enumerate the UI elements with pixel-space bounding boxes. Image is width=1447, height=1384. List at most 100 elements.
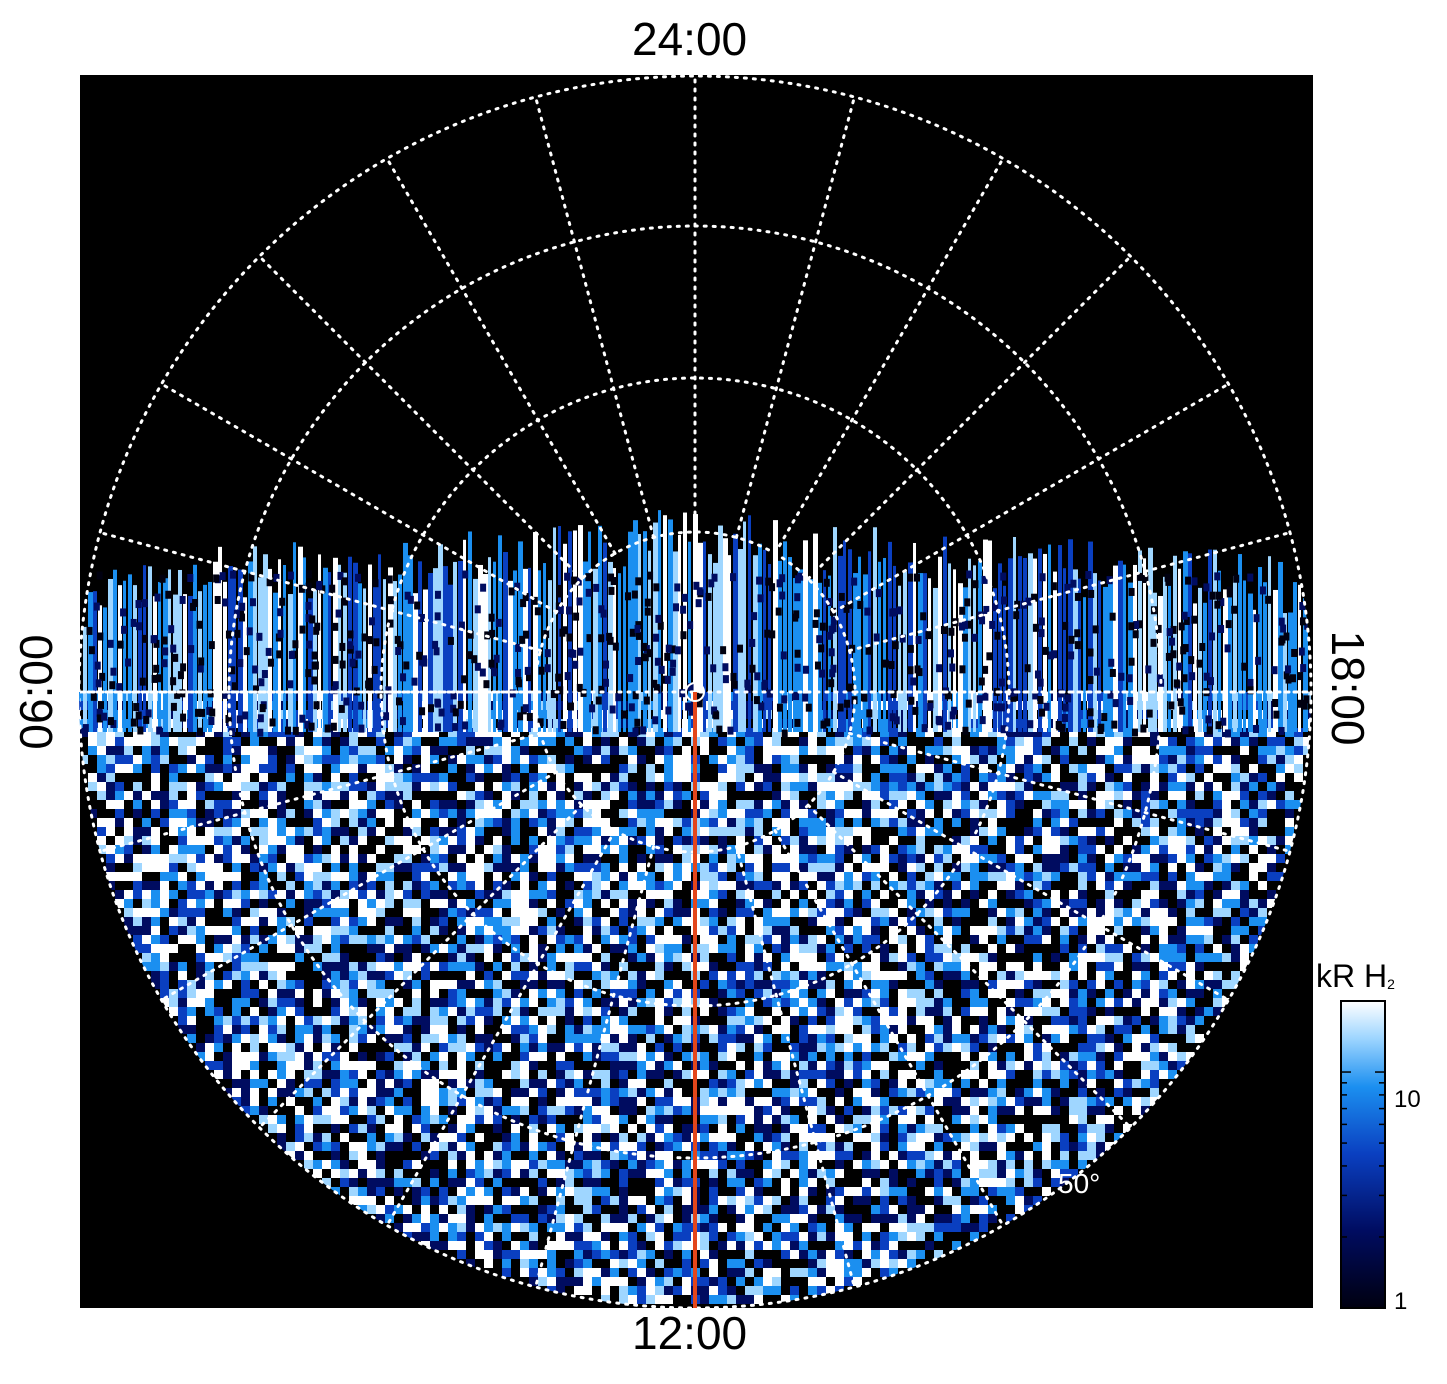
emission-pixel	[1105, 1034, 1114, 1043]
emission-pixel	[592, 827, 601, 836]
emission-pixel	[466, 881, 475, 890]
emission-pixel	[232, 1043, 241, 1052]
emission-pixel	[124, 737, 133, 746]
emission-pixel	[403, 908, 412, 917]
emission-pixel	[547, 1142, 556, 1151]
emission-pixel	[1249, 944, 1258, 953]
emission-pixel	[475, 1160, 484, 1169]
emission-pixel	[745, 827, 754, 836]
emission-pixel	[1069, 1142, 1078, 1151]
emission-pixel	[1186, 782, 1195, 791]
emission-pixel	[133, 926, 142, 935]
emission-pixel	[709, 755, 718, 764]
emission-pixel	[448, 800, 457, 809]
emission-pixel	[520, 1106, 529, 1115]
emission-pixel	[655, 1106, 664, 1115]
emission-pixel	[934, 953, 943, 962]
emission-pixel	[898, 935, 907, 944]
emission-pixel	[403, 1097, 412, 1106]
emission-pixel	[358, 1016, 367, 1025]
emission-pixel	[394, 1034, 403, 1043]
emission-pixel	[961, 1115, 970, 1124]
emission-pixel	[430, 728, 439, 737]
emission-pixel	[871, 1097, 880, 1106]
emission-pixel	[502, 1151, 511, 1160]
emission-pixel	[844, 935, 853, 944]
emission-pixel	[817, 1079, 826, 1088]
emission-pixel	[187, 980, 196, 989]
emission-pixel	[412, 935, 421, 944]
emission-pixel	[304, 908, 313, 917]
emission-pixel	[835, 872, 844, 881]
emission-pixel	[952, 1178, 961, 1187]
emission-pixel	[1042, 926, 1051, 935]
emission-pixel	[412, 872, 421, 881]
emission-pixel	[1177, 854, 1186, 863]
emission-pixel	[313, 899, 322, 908]
emission-pixel	[124, 764, 133, 773]
emission-pixel	[223, 1016, 232, 1025]
emission-pixel	[862, 971, 871, 980]
emission-pixel	[970, 980, 979, 989]
emission-pixel	[763, 737, 772, 746]
emission-pixel	[304, 1133, 313, 1142]
emission-pixel	[583, 1205, 592, 1214]
emission-pixel	[232, 737, 241, 746]
emission-pixel	[790, 1124, 799, 1133]
emission-pixel	[466, 917, 475, 926]
emission-pixel	[1060, 1097, 1069, 1106]
emission-pixel	[853, 1160, 862, 1169]
emission-pixel	[988, 1142, 997, 1151]
emission-pixel	[286, 764, 295, 773]
emission-pixel	[1042, 1151, 1051, 1160]
emission-pixel	[1060, 863, 1069, 872]
emission-pixel	[889, 908, 898, 917]
emission-pixel	[664, 755, 673, 764]
emission-pixel	[1105, 1070, 1114, 1079]
emission-pixel	[1096, 980, 1105, 989]
emission-pixel	[565, 1097, 574, 1106]
emission-pixel	[817, 791, 826, 800]
emission-pixel	[484, 791, 493, 800]
emission-pixel	[376, 1097, 385, 1106]
emission-pixel	[808, 953, 817, 962]
emission-pixel	[466, 944, 475, 953]
emission-pixel	[205, 926, 214, 935]
emission-pixel	[898, 701, 907, 710]
emission-pixel	[1105, 1007, 1114, 1016]
emission-pixel	[808, 773, 817, 782]
emission-pixel	[610, 791, 619, 800]
emission-pixel	[511, 1169, 520, 1178]
emission-pixel	[862, 1097, 871, 1106]
emission-pixel	[736, 1088, 745, 1097]
emission-pixel	[466, 1043, 475, 1052]
emission-pixel	[790, 926, 799, 935]
emission-pixel	[961, 881, 970, 890]
emission-pixel	[1204, 872, 1213, 881]
emission-pixel	[772, 728, 781, 737]
emission-pixel	[259, 755, 268, 764]
emission-pixel	[592, 971, 601, 980]
emission-pixel	[160, 899, 169, 908]
emission-pixel	[1033, 1097, 1042, 1106]
emission-pixel	[313, 773, 322, 782]
emission-pixel	[745, 908, 754, 917]
emission-pixel	[1123, 692, 1132, 701]
emission-pixel	[1294, 773, 1303, 782]
emission-pixel	[1186, 1052, 1195, 1061]
emission-pixel	[457, 1043, 466, 1052]
emission-pixel	[1060, 1016, 1069, 1025]
emission-pixel	[1051, 728, 1060, 737]
emission-pixel	[628, 1097, 637, 1106]
emission-pixel	[1123, 791, 1132, 800]
emission-pixel	[583, 737, 592, 746]
emission-pixel	[844, 971, 853, 980]
emission-pixel	[925, 746, 934, 755]
emission-pixel	[133, 917, 142, 926]
emission-pixel	[223, 800, 232, 809]
emission-pixel	[511, 1097, 520, 1106]
emission-pixel	[709, 944, 718, 953]
emission-pixel	[673, 1016, 682, 1025]
emission-pixel	[970, 1025, 979, 1034]
emission-pixel	[574, 962, 583, 971]
